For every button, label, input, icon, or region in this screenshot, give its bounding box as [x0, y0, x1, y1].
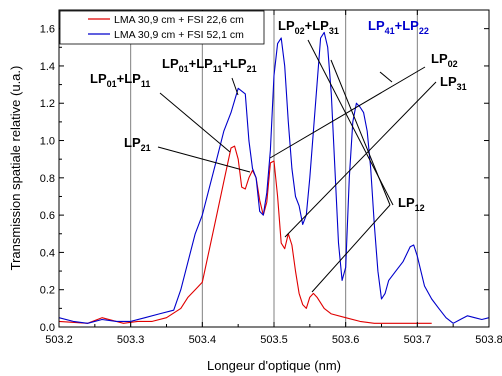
y-tick-label-2: 0.4	[40, 247, 55, 259]
y-tick-label-1: 0.2	[40, 285, 55, 297]
x-tick-label-6: 503.8	[475, 334, 502, 346]
annotation-labels: LP01+LP11 LP01+LP11+LP21 LP02+LP31 LP41+…	[90, 18, 467, 213]
arrow-lp12-b	[311, 204, 391, 293]
arrow-lp41-lp22	[379, 71, 393, 83]
axis-ticks: 503.2 503.3 503.4 503.5 503.6 503.7 503.8 0.0 0.…	[40, 10, 502, 346]
legend-label-series-1: LMA 30,9 cm + FSI 22,6 cm	[114, 14, 244, 26]
legend-label-series-2: LMA 30,9 cm + FSI 52,1 cm	[114, 29, 244, 41]
grid-lines	[130, 10, 418, 327]
label-lp02: LP02	[431, 51, 458, 69]
label-lp01-lp11-lp21: LP01+LP11+LP21	[162, 56, 257, 74]
arrow-lp21	[157, 146, 251, 173]
y-axis-label: Transmission spatiale relative (u.a.)	[8, 66, 23, 271]
legend: LMA 30,9 cm + FSI 22,6 cm LMA 30,9 cm + …	[59, 10, 265, 45]
y-tick-label-6: 1.2	[40, 98, 55, 110]
y-tick-label-3: 0.6	[40, 210, 55, 222]
y-tick-label-8: 1.6	[40, 24, 55, 36]
label-lp21: LP21	[124, 135, 151, 153]
y-tick-label-5: 1.0	[40, 136, 55, 148]
x-tick-label-5: 503.7	[404, 334, 432, 346]
series-line-1	[58, 145, 432, 324]
x-axis-label: Longeur d'optique (nm)	[207, 358, 341, 373]
y-tick-label-7: 1.4	[40, 61, 55, 73]
x-tick-label-2: 503.4	[189, 334, 217, 346]
series-line-2	[58, 31, 490, 324]
arrow-lp01-lp11-lp21	[231, 77, 239, 96]
arrow-lp31-right	[284, 81, 437, 238]
arrow-lp12-a	[330, 59, 391, 206]
label-lp01-lp11: LP01+LP11	[90, 71, 150, 89]
label-lp12: LP12	[398, 195, 425, 213]
annotation-arrows	[157, 39, 437, 293]
x-tick-label-0: 503.2	[45, 334, 73, 346]
x-tick-label-3: 503.5	[260, 334, 288, 346]
arrow-lp01-lp11	[159, 92, 231, 153]
x-tick-label-1: 503.3	[117, 334, 145, 346]
y-tick-label-4: 0.8	[40, 173, 55, 185]
x-tick-label-4: 503.6	[332, 334, 360, 346]
label-lp31: LP31	[440, 74, 467, 92]
label-lp02-lp31: LP02+LP31	[278, 18, 339, 36]
legend-box	[59, 10, 265, 45]
series-group	[58, 31, 490, 324]
y-tick-label-0: 0.0	[40, 322, 55, 334]
label-lp41-lp22: LP41+LP22	[368, 18, 429, 36]
arrow-lp02-right	[269, 66, 426, 159]
